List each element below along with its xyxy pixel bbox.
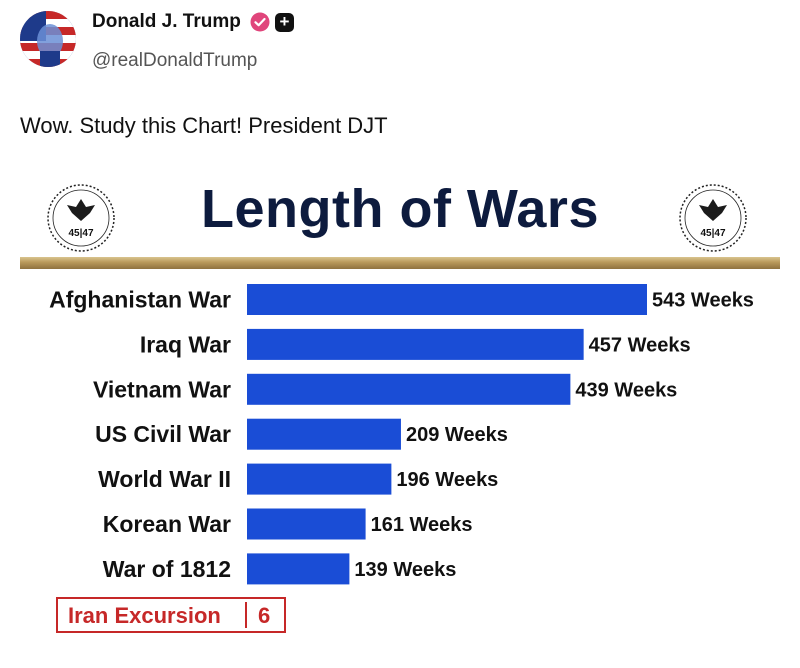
category-label: Iraq War <box>140 331 231 357</box>
author-handle[interactable]: @realDonaldTrump <box>92 50 258 71</box>
avatar[interactable] <box>20 11 76 67</box>
value-label: 196 Weeks <box>396 469 498 491</box>
category-label: Korean War <box>103 511 231 537</box>
verified-badge-icon <box>250 12 270 32</box>
bar <box>247 463 392 495</box>
author-name[interactable]: Donald J. Trump <box>92 11 241 32</box>
iran-excursion-callout: Iran Excursion 6 <box>56 597 286 633</box>
seal-text: 45|47 <box>700 228 725 239</box>
category-label: Afghanistan War <box>49 287 231 313</box>
bar <box>247 328 584 360</box>
callout-divider <box>245 602 247 628</box>
gold-divider <box>20 257 780 269</box>
chart-title: Length of Wars <box>201 179 599 239</box>
value-label: 439 Weeks <box>575 379 677 401</box>
category-label: US Civil War <box>95 421 231 447</box>
bar <box>247 418 401 450</box>
bar <box>247 553 350 585</box>
presidential-seal-icon: 45|47 <box>679 184 747 252</box>
post-text: Wow. Study this Chart! President DJT <box>20 113 388 138</box>
plus-badge-icon: + <box>275 13 294 32</box>
iran-excursion-label: Iran Excursion <box>68 603 221 628</box>
value-label: 543 Weeks <box>652 290 754 312</box>
category-label: Vietnam War <box>93 376 231 402</box>
bar <box>247 284 647 315</box>
value-label: 139 Weeks <box>354 559 456 581</box>
bar <box>247 508 366 540</box>
presidential-seal-icon: 45|47 <box>47 184 115 252</box>
seal-text: 45|47 <box>68 228 93 239</box>
category-label: War of 1812 <box>103 556 231 582</box>
value-label: 209 Weeks <box>406 424 508 446</box>
avatar-image <box>20 11 76 67</box>
category-label: World War II <box>98 466 231 492</box>
bar <box>247 373 571 405</box>
iran-excursion-value: 6 <box>258 603 271 628</box>
value-label: 161 Weeks <box>371 514 473 536</box>
value-label: 457 Weeks <box>589 334 691 356</box>
